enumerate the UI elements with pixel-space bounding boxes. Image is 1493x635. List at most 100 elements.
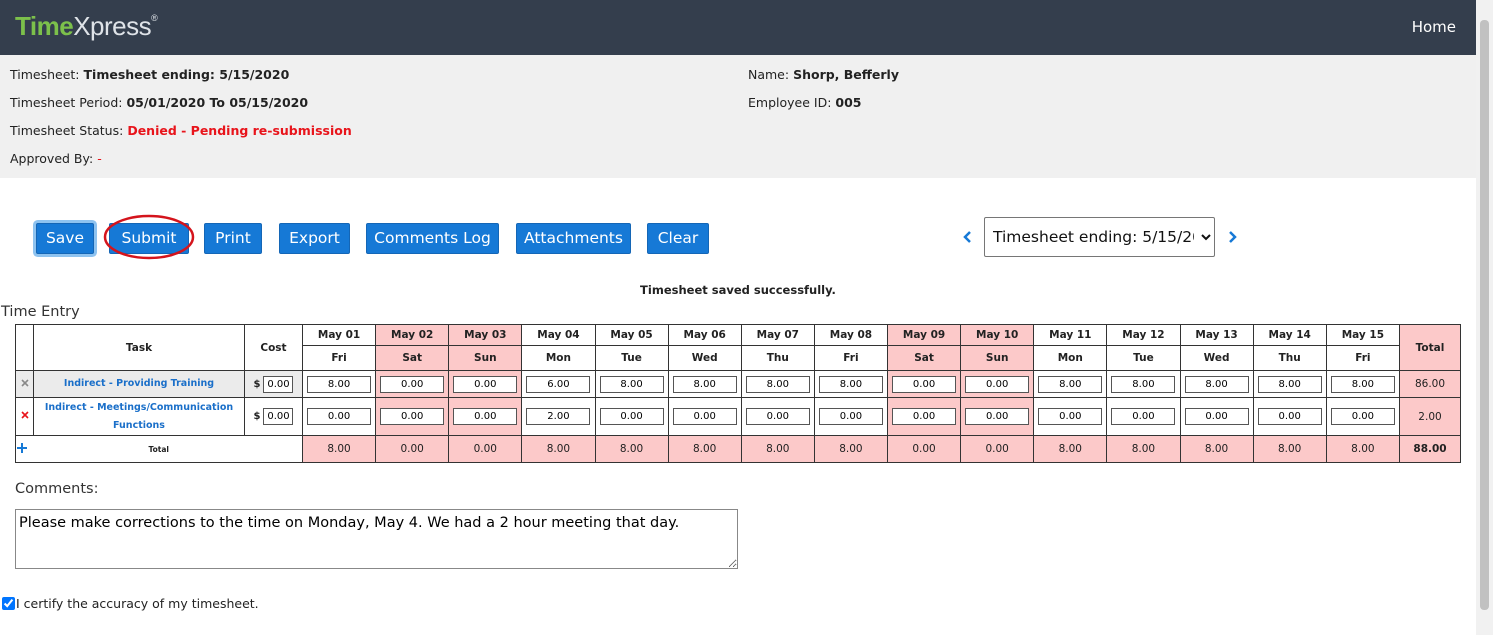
hour-input[interactable] bbox=[1111, 375, 1176, 393]
remove-icon[interactable] bbox=[19, 409, 31, 421]
hour-input[interactable] bbox=[380, 408, 445, 425]
hour-cell bbox=[1106, 397, 1181, 436]
hour-input[interactable] bbox=[1184, 408, 1249, 425]
highlight-annotation bbox=[103, 214, 195, 260]
day-weekday: Thu bbox=[1252, 345, 1327, 371]
hour-input[interactable] bbox=[1330, 408, 1395, 425]
hour-input[interactable] bbox=[745, 408, 810, 425]
day-date: May 12 bbox=[1106, 324, 1181, 346]
row-total: 2.00 bbox=[1399, 397, 1461, 436]
period-select[interactable]: Timesheet ending: 5/15/2020 bbox=[984, 217, 1215, 257]
day-total: 8.00 bbox=[1033, 435, 1108, 463]
hour-input[interactable] bbox=[672, 375, 737, 393]
hour-input[interactable] bbox=[599, 408, 664, 425]
hour-cell bbox=[375, 397, 450, 436]
day-total: 8.00 bbox=[521, 435, 596, 463]
label: Employee ID: bbox=[748, 95, 832, 110]
hour-input[interactable] bbox=[892, 408, 957, 425]
task-name[interactable]: Indirect - Providing Training bbox=[33, 370, 245, 398]
cost-header: Cost bbox=[244, 324, 303, 371]
day-weekday: Sat bbox=[886, 345, 962, 371]
hour-input[interactable] bbox=[453, 408, 518, 425]
clear-button[interactable]: Clear bbox=[647, 223, 709, 254]
day-total: 0.00 bbox=[960, 435, 1035, 463]
next-period[interactable] bbox=[1226, 229, 1240, 245]
certify-checkbox[interactable] bbox=[2, 597, 15, 610]
info-line: Timesheet Period: 05/01/2020 To 05/15/20… bbox=[10, 95, 308, 110]
cost-input[interactable] bbox=[263, 375, 294, 393]
hour-input[interactable] bbox=[892, 375, 957, 393]
hour-cell bbox=[1106, 370, 1181, 398]
value: - bbox=[97, 151, 102, 166]
hour-input[interactable] bbox=[672, 408, 737, 425]
logo-time: Time bbox=[15, 11, 74, 41]
hour-input[interactable] bbox=[818, 408, 883, 425]
certify[interactable]: I certify the accuracy of my timesheet. bbox=[0, 596, 259, 611]
day-date: May 04 bbox=[521, 324, 596, 346]
hour-input[interactable] bbox=[526, 375, 591, 393]
hour-input[interactable] bbox=[818, 375, 883, 393]
grand-total: 88.00 bbox=[1399, 435, 1461, 463]
top-bar: TimeXpress® Home bbox=[0, 0, 1476, 55]
hour-input[interactable] bbox=[1038, 375, 1103, 393]
day-date: May 05 bbox=[594, 324, 669, 346]
cost-input[interactable] bbox=[263, 408, 294, 425]
hour-input[interactable] bbox=[599, 375, 664, 393]
export-button[interactable]: Export bbox=[279, 223, 350, 254]
day-weekday: Wed bbox=[667, 345, 742, 371]
hour-input[interactable] bbox=[965, 375, 1030, 393]
day-total: 0.00 bbox=[886, 435, 962, 463]
cost-cell: $ bbox=[244, 397, 303, 436]
print-button[interactable]: Print bbox=[204, 223, 262, 254]
scrollbar-thumb[interactable] bbox=[1480, 20, 1489, 610]
hour-cell bbox=[1179, 370, 1254, 398]
nav-home[interactable]: Home bbox=[1411, 18, 1456, 36]
hour-cell bbox=[667, 397, 742, 436]
save-button[interactable]: Save bbox=[36, 223, 94, 254]
hour-cell bbox=[813, 397, 889, 436]
prev-period[interactable] bbox=[960, 229, 974, 245]
hour-cell bbox=[1252, 397, 1327, 436]
info-line: Timesheet: Timesheet ending: 5/15/2020 bbox=[10, 67, 289, 82]
day-total: 0.00 bbox=[375, 435, 450, 463]
hour-cell bbox=[667, 370, 742, 398]
hour-input[interactable] bbox=[1330, 375, 1395, 393]
scrollbar[interactable] bbox=[1476, 0, 1493, 635]
hour-input[interactable] bbox=[965, 408, 1030, 425]
logo[interactable]: TimeXpress® bbox=[15, 11, 158, 42]
comments-log-button[interactable]: Comments Log bbox=[366, 223, 499, 254]
info-line: Employee ID: 005 bbox=[748, 95, 861, 110]
hour-input[interactable] bbox=[745, 375, 810, 393]
hour-cell bbox=[1033, 370, 1108, 398]
hour-cell bbox=[1252, 370, 1327, 398]
header-row: Task Cost May 01 May 02 May 03 May 04 May 05 Ma… bbox=[15, 324, 1461, 371]
info-line: Name: Shorp, Befferly bbox=[748, 67, 899, 82]
icon-header bbox=[15, 324, 34, 371]
hour-input[interactable] bbox=[1038, 408, 1103, 425]
hour-input[interactable] bbox=[307, 375, 372, 393]
hour-cell bbox=[740, 397, 815, 436]
hour-input[interactable] bbox=[453, 375, 518, 393]
hour-cell bbox=[448, 370, 523, 398]
day-total: 8.00 bbox=[1106, 435, 1181, 463]
hour-input[interactable] bbox=[1111, 408, 1176, 425]
label: Timesheet: bbox=[10, 67, 80, 82]
hour-cell bbox=[886, 397, 962, 436]
add-icon[interactable] bbox=[16, 442, 28, 454]
comments-textarea[interactable]: Please make corrections to the time on M… bbox=[15, 509, 738, 569]
hour-input[interactable] bbox=[1257, 375, 1322, 393]
hour-input[interactable] bbox=[1184, 375, 1249, 393]
hour-cell bbox=[886, 370, 962, 398]
task-name[interactable]: Indirect - Meetings/Communication Functi… bbox=[33, 397, 245, 436]
hour-input[interactable] bbox=[307, 408, 372, 425]
hour-input[interactable] bbox=[1257, 408, 1322, 425]
remove-icon[interactable] bbox=[19, 377, 31, 389]
day-date: May 07 bbox=[740, 324, 815, 346]
day-date: May 02 bbox=[375, 324, 450, 346]
attachments-button[interactable]: Attachments bbox=[516, 223, 631, 254]
submit-button[interactable]: Submit bbox=[109, 223, 189, 254]
hour-cell bbox=[813, 370, 889, 398]
day-weekday: Tue bbox=[1106, 345, 1181, 371]
hour-input[interactable] bbox=[380, 375, 445, 393]
hour-input[interactable] bbox=[526, 408, 591, 425]
